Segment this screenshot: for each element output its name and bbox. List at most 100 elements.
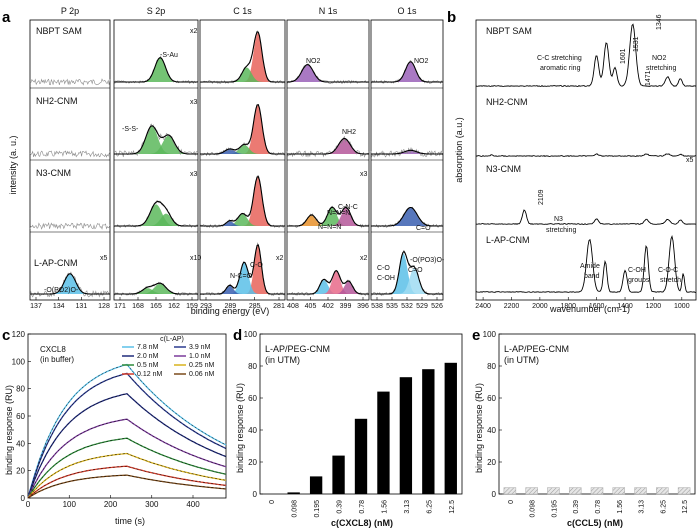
ir-annotation: aromatic ring xyxy=(540,65,581,72)
bar-ytick-label: 0 xyxy=(253,490,258,499)
xps-annotation: -S-Au xyxy=(160,52,178,59)
xps-annotation: C=O xyxy=(408,267,423,274)
xps-row-label: NH2-CNM xyxy=(36,96,78,106)
xps-column-title: S 2p xyxy=(147,6,166,16)
ir-tick-label: 1800 xyxy=(560,303,576,310)
spr-ytick-label: 120 xyxy=(12,330,26,339)
xps-raw-data xyxy=(29,78,111,86)
spr-fit-line xyxy=(27,465,227,499)
xps-peak-component xyxy=(200,33,285,82)
ir-annotation: Amide xyxy=(580,263,600,270)
xps-fit-envelope xyxy=(200,176,285,227)
bar-category-label: 3.13 xyxy=(639,500,646,514)
bar-ytick-label: 100 xyxy=(483,330,497,339)
xps-column-title: O 1s xyxy=(397,6,417,16)
bar-category-label: 0.195 xyxy=(314,500,321,518)
spr-ytick-label: 0 xyxy=(21,494,26,503)
xps-column-title: C 1s xyxy=(233,6,252,16)
ir-frame xyxy=(475,19,697,301)
bar xyxy=(590,487,604,495)
xps-row-label: N3-CNM xyxy=(36,168,71,178)
xps-tick-label: 285 xyxy=(249,303,261,310)
ir-annotation: C-O-C xyxy=(658,267,678,274)
xps-multiplier: x2 xyxy=(190,28,198,35)
xps-tick-label: 134 xyxy=(53,303,65,310)
ir-annotation: x5 xyxy=(686,157,694,164)
panel-e-xlabel: c(CCL5) (nM) xyxy=(567,518,623,528)
xps-column-1: S 2p 171 168 165 162 159 xyxy=(113,6,199,310)
spr-ytick-label: 40 xyxy=(16,439,25,448)
panel-c-title: CXCL8 xyxy=(40,345,66,354)
bar-ytick-label: 20 xyxy=(487,458,496,467)
ir-spectrum xyxy=(475,235,697,293)
bar xyxy=(634,487,647,495)
panel-c-xlabel: time (s) xyxy=(115,516,145,526)
xps-raw-data xyxy=(29,222,111,230)
panel-b-label: b xyxy=(447,9,456,26)
xps-peak-component xyxy=(200,262,285,294)
xps-tick-label: 405 xyxy=(305,303,317,310)
ir-annotation: band xyxy=(584,273,600,280)
xps-row-labels: NBPT SAM NH2-CNM N3-CNM L-AP-CNM x2 x3 x3 x5 x10… xyxy=(34,26,445,294)
panel-c-label: c xyxy=(2,327,10,344)
xps-annotation: C=O xyxy=(416,225,431,232)
xps-peak-component xyxy=(114,283,198,294)
bar-ytick-label: 40 xyxy=(248,426,257,435)
bar-category-label: 1.56 xyxy=(617,500,624,514)
spr-legend-label: 2.0 nM xyxy=(137,353,159,360)
spr-legend-label: 0.12 nM xyxy=(137,371,162,378)
xps-tick-label: 396 xyxy=(357,303,369,310)
bar xyxy=(656,487,669,495)
panel-e-title: L-AP/PEG-CNM xyxy=(504,344,569,354)
xps-multiplier: x2 xyxy=(276,255,284,262)
ir-tick-label: 2000 xyxy=(532,303,548,310)
spr-xtick-label: 200 xyxy=(104,500,118,509)
spr-series-line xyxy=(27,363,227,499)
bar xyxy=(332,455,345,494)
panel-c: c binding response (RU) time (s) CXCL8 (… xyxy=(2,327,227,526)
xps-tick-label: 162 xyxy=(168,303,180,310)
bar-category-label: 1.56 xyxy=(381,500,388,514)
panel-c-subtitle: (in buffer) xyxy=(40,355,74,364)
panel-e-label: e xyxy=(472,327,480,344)
xps-raw-data xyxy=(370,147,444,158)
xps-tick-label: 535 xyxy=(386,303,398,310)
xps-fit-envelope xyxy=(287,269,369,295)
xps-row-label: L-AP-CNM xyxy=(34,258,78,268)
xps-multiplier: x3 xyxy=(360,171,368,178)
ir-row-label: N3-CNM xyxy=(486,164,521,174)
ir-spectrum xyxy=(475,153,697,157)
ir-annotation: groups xyxy=(628,277,650,284)
panel-a-label: a xyxy=(2,9,11,26)
bar-ytick-label: 20 xyxy=(248,458,257,467)
panel-e-ylabel: binding response (RU) xyxy=(474,383,484,473)
xps-fit-envelope xyxy=(371,61,443,83)
spr-xtick-label: 300 xyxy=(145,500,159,509)
xps-raw-data xyxy=(29,150,111,158)
bar-category-label: 0.78 xyxy=(595,500,602,514)
xps-peak-component xyxy=(114,288,198,294)
spr-xtick-label: 100 xyxy=(63,500,77,509)
bar xyxy=(377,391,390,494)
spr-sensorgram: 0 100 200 300 400 0 20 40 60 80 100 120 c(L-AP)7.8 n… xyxy=(12,330,227,509)
spr-fit-line xyxy=(27,453,227,499)
xps-annotation: NO2 xyxy=(306,58,321,65)
xps-annotation: NH2 xyxy=(342,129,356,136)
spr-fit-line xyxy=(27,437,227,499)
xps-fit-envelope xyxy=(287,137,369,155)
spr-fit-line xyxy=(27,418,227,499)
panel-d-subtitle: (in UTM) xyxy=(265,355,300,365)
ir-row-label: NH2-CNM xyxy=(486,97,528,107)
xps-annotation: C-O xyxy=(250,262,263,269)
bar-category-label: 0.39 xyxy=(573,500,580,514)
bar-ytick-label: 80 xyxy=(248,362,257,371)
xps-peak-component xyxy=(200,67,285,82)
xps-fit-envelope xyxy=(114,282,198,295)
xps-multiplier: x3 xyxy=(190,171,198,178)
xps-peak-component xyxy=(371,61,443,82)
xps-fit-envelope xyxy=(200,31,285,83)
spr-series-line xyxy=(27,392,227,499)
bar xyxy=(568,487,582,495)
xps-fit-envelope xyxy=(371,149,443,155)
bar-ytick-label: 100 xyxy=(244,330,258,339)
